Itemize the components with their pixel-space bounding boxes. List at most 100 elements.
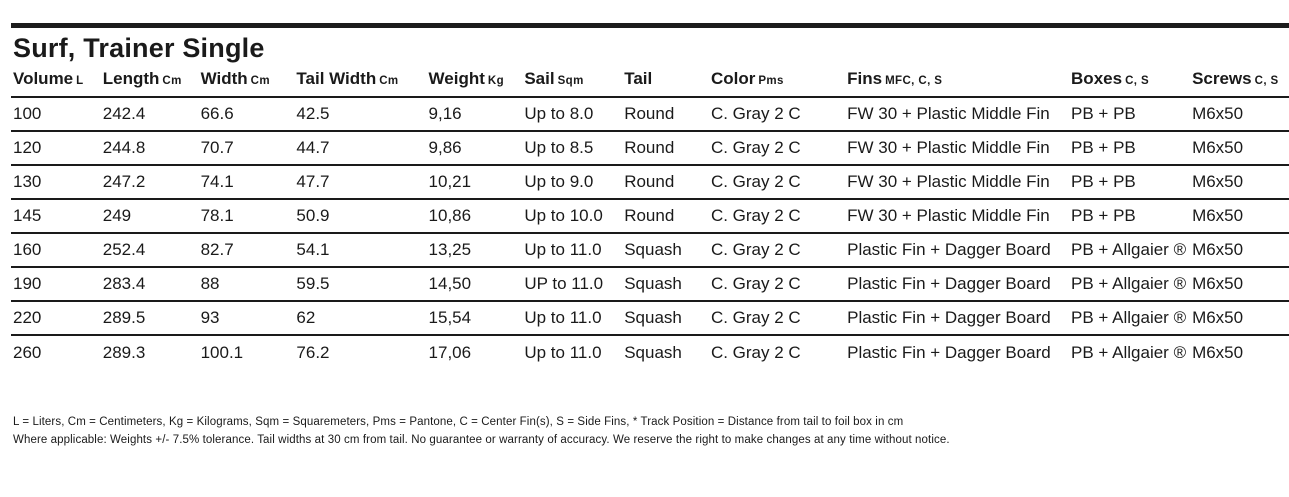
cell-width: 78.1: [198, 199, 295, 234]
cell-width: 88: [198, 267, 295, 302]
col-unit: C, S: [1254, 75, 1279, 87]
col-unit: Sqm: [557, 75, 584, 87]
cell-weight: 14,50: [426, 267, 523, 302]
col-header-tail-width: Tail Width Cm: [294, 69, 427, 98]
cell-boxes: PB + Allgaier ®: [1069, 301, 1191, 336]
cell-length: 283.4: [100, 267, 199, 302]
cell-fins: FW 30 + Plastic Middle Fin: [845, 131, 1070, 166]
cell-length: 289.3: [102, 342, 146, 362]
cell-tail: Squash: [622, 267, 709, 302]
cell-volume: 190: [11, 267, 101, 302]
cell-boxes: PB + PB: [1069, 97, 1191, 132]
col-unit: C, S: [1125, 75, 1150, 87]
cell-tail: Round: [622, 97, 709, 132]
cell-screws: M6x50: [1190, 301, 1289, 336]
cell-tail-width: 54.1: [294, 233, 427, 268]
cell-volume: 160: [11, 233, 101, 268]
cell-width: 66.6: [198, 97, 295, 132]
col-label: Length: [102, 69, 160, 88]
cell-screws: M6x50: [1190, 165, 1289, 200]
cell-length: 247.2: [100, 165, 199, 200]
col-header-tail: Tail: [622, 69, 709, 98]
cell-sail: Up to 10.0: [522, 199, 623, 234]
col-unit: L: [76, 75, 84, 87]
cell-width: 70.7: [198, 131, 295, 166]
table-row: 260 289.3 100.1 76.2 17,06 Up to 11.0 Sq…: [11, 335, 1289, 369]
cell-boxes: PB + Allgaier ®: [1069, 233, 1191, 268]
col-label: Volume: [13, 69, 74, 88]
cell-weight: 17,06: [428, 342, 472, 362]
col-header-screws: Screws C, S: [1190, 69, 1289, 98]
cell-weight: 10,21: [426, 165, 523, 200]
cell-tail: Squash: [624, 342, 682, 362]
cell-sail: Up to 11.0: [524, 342, 602, 362]
cell-sail: Up to 8.5: [522, 131, 623, 166]
col-unit: Cm: [162, 75, 182, 87]
cell-weight: 15,54: [426, 301, 523, 336]
col-label: Boxes: [1071, 69, 1123, 88]
col-label: Color: [710, 69, 756, 88]
table-row: 190 283.4 88 59.5 14,50 UP to 11.0 Squas…: [11, 267, 1289, 302]
cell-screws: M6x50: [1190, 267, 1289, 302]
cell-screws: M6x50: [1192, 342, 1244, 362]
col-header-sail: Sail Sqm: [522, 69, 623, 98]
table-row: 160 252.4 82.7 54.1 13,25 Up to 11.0 Squ…: [11, 233, 1289, 268]
cell-screws: M6x50: [1190, 199, 1289, 234]
cell-tail-width: 44.7: [294, 131, 427, 166]
cell-volume: 145: [11, 199, 101, 234]
cell-fins: Plastic Fin + Dagger Board: [845, 267, 1070, 302]
table-row: 145 249 78.1 50.9 10,86 Up to 10.0 Round…: [11, 199, 1289, 234]
cell-tail-width: 59.5: [294, 267, 427, 302]
col-header-boxes: Boxes C, S: [1069, 69, 1191, 98]
cell-sail: Up to 8.0: [522, 97, 623, 132]
cell-screws: M6x50: [1190, 97, 1289, 132]
cell-tail-width: 50.9: [294, 199, 427, 234]
col-label: Sail: [524, 69, 555, 88]
cell-color: C. Gray 2 C: [710, 342, 801, 362]
table-row: 130 247.2 74.1 47.7 10,21 Up to 9.0 Roun…: [11, 165, 1289, 200]
cell-sail: Up to 11.0: [522, 301, 623, 336]
cell-weight: 9,86: [426, 131, 523, 166]
cell-color: C. Gray 2 C: [708, 131, 846, 166]
cell-weight: 13,25: [426, 233, 523, 268]
footnotes: L = Liters, Cm = Centimeters, Kg = Kilog…: [11, 413, 1289, 449]
cell-volume: 130: [11, 165, 101, 200]
cell-length: 289.5: [100, 301, 199, 336]
col-label: Width: [200, 69, 248, 88]
top-rule: [11, 23, 1289, 28]
cell-weight: 10,86: [426, 199, 523, 234]
cell-tail-width: 42.5: [294, 97, 427, 132]
cell-width: 74.1: [198, 165, 295, 200]
col-header-weight: Weight Kg: [426, 69, 523, 98]
col-label: Weight: [428, 69, 485, 88]
col-header-length: Length Cm: [100, 69, 199, 98]
col-unit: Cm: [379, 75, 399, 87]
col-label: Tail: [624, 69, 653, 88]
cell-length: 249: [100, 199, 199, 234]
col-header-fins: Fins MFC, C, S: [845, 69, 1070, 98]
cell-sail: Up to 11.0: [522, 233, 623, 268]
col-header-color: Color Pms: [708, 69, 846, 98]
header-row: Volume L Length Cm Width Cm Tail Width Cm We…: [11, 69, 1289, 98]
cell-tail-width: 62: [294, 301, 427, 336]
col-header-width: Width Cm: [198, 69, 295, 98]
cell-screws: M6x50: [1190, 131, 1289, 166]
cell-length: 252.4: [100, 233, 199, 268]
cell-color: C. Gray 2 C: [708, 165, 846, 200]
spec-table: Volume L Length Cm Width Cm Tail Width Cm We…: [11, 69, 1289, 369]
cell-tail: Round: [622, 199, 709, 234]
col-label: Screws: [1192, 69, 1252, 88]
cell-boxes: PB + PB: [1069, 199, 1191, 234]
cell-tail: Round: [622, 165, 709, 200]
cell-sail: UP to 11.0: [522, 267, 623, 302]
cell-color: C. Gray 2 C: [708, 267, 846, 302]
cell-volume: 220: [11, 301, 101, 336]
cell-volume: 120: [11, 131, 101, 166]
cell-fins: FW 30 + Plastic Middle Fin: [845, 97, 1070, 132]
cell-tail-width: 47.7: [294, 165, 427, 200]
table-row: 100 242.4 66.6 42.5 9,16 Up to 8.0 Round…: [11, 97, 1289, 132]
cell-sail: Up to 9.0: [522, 165, 623, 200]
table-row: 220 289.5 93 62 15,54 Up to 11.0 Squash …: [11, 301, 1289, 336]
cell-screws: M6x50: [1190, 233, 1289, 268]
